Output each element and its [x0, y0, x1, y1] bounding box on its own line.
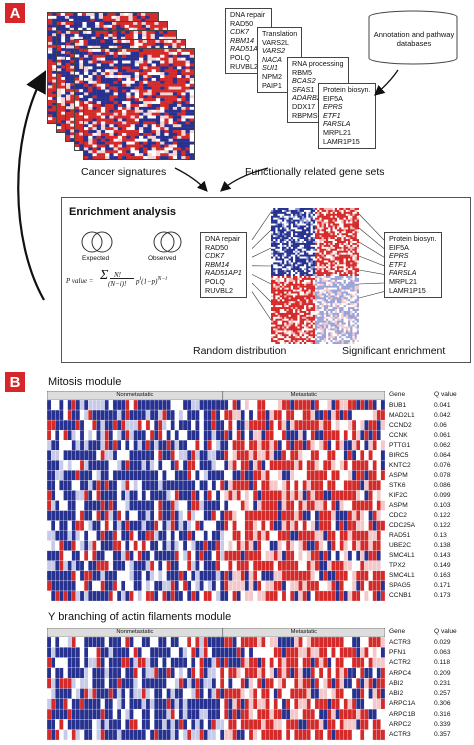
- cancer-signatures-label: Cancer signatures: [81, 166, 166, 178]
- q-value: 0.103: [434, 502, 451, 509]
- q-value: 0.173: [434, 592, 451, 599]
- q-value: 0.339: [434, 721, 451, 728]
- q-value: 0.138: [434, 542, 451, 549]
- feedback-arrow: [0, 60, 70, 320]
- gene-name: ARPC4: [389, 670, 411, 677]
- actin-module-title: Y branching of actin filaments module: [48, 611, 231, 623]
- q-value: 0.118: [434, 659, 450, 666]
- panel-b-label: B: [5, 372, 25, 392]
- q-value: 0.042: [434, 412, 451, 419]
- q-value: 0.122: [434, 522, 451, 529]
- q-value: 0.13: [434, 532, 447, 539]
- gene-name: ARPC1B: [389, 711, 415, 718]
- group-label-nonmetastatic: Nonmetastatic: [47, 391, 223, 400]
- gene-name: UBE2C: [389, 542, 411, 549]
- col-header-gene: Gene: [389, 391, 405, 398]
- gene-name: CCNK: [389, 432, 408, 439]
- q-value: 0.122: [434, 512, 451, 519]
- gene-name: STK6: [389, 482, 406, 489]
- gene-name: CDC25A: [389, 522, 415, 529]
- q-value: 0.064: [434, 452, 451, 459]
- gene-name: ASPM: [389, 502, 408, 509]
- q-value: 0.041: [434, 402, 451, 409]
- q-value: 0.063: [434, 649, 451, 656]
- gene-name: KIF2C: [389, 492, 408, 499]
- q-value: 0.143: [434, 552, 451, 559]
- significant-enrichment-label: Significant enrichment: [342, 345, 445, 357]
- col-header-q-value: Q value: [434, 391, 457, 398]
- gene-name: ARPC2: [389, 721, 411, 728]
- gene-name: SMC4L1: [389, 552, 415, 559]
- q-value: 0.306: [434, 700, 451, 707]
- q-value: 0.257: [434, 690, 451, 697]
- doc-gene: RUVBL2: [205, 287, 242, 296]
- gene-name: ACTR2: [389, 659, 411, 666]
- q-value: 0.171: [434, 582, 451, 589]
- gene-name: ABI2: [389, 680, 403, 687]
- mitosis-gene-table: Gene Q value BUB1 0.041 MAD2L1 0.042 CCND2 0.06…: [389, 391, 471, 601]
- q-value: 0.149: [434, 562, 451, 569]
- gene-name: SMC4L1: [389, 572, 415, 579]
- gene-name: PTTG1: [389, 442, 410, 449]
- q-value: 0.163: [434, 572, 451, 579]
- gene-name: TPX2: [389, 562, 406, 569]
- gene-name: CDC2: [389, 512, 407, 519]
- q-value: 0.06: [434, 422, 447, 429]
- q-value: 0.357: [434, 731, 451, 738]
- gene-name: RAD51: [389, 532, 410, 539]
- q-value: 0.316: [434, 711, 451, 718]
- gene-sets-label: Functionally related gene sets: [245, 166, 385, 178]
- q-value: 0.076: [434, 462, 451, 469]
- gene-name: ARPC1A: [389, 700, 415, 707]
- heatmap-grid: [47, 391, 385, 601]
- gene-name: PFN1: [389, 649, 406, 656]
- mitosis-module-title: Mitosis module: [48, 376, 121, 388]
- gene-name: ACTR3: [389, 639, 411, 646]
- group-label-metastatic: Metastatic: [223, 391, 385, 400]
- gene-name: BUB1: [389, 402, 406, 409]
- q-value: 0.029: [434, 639, 451, 646]
- q-value: 0.086: [434, 482, 451, 489]
- gene-name: KNTC2: [389, 462, 411, 469]
- col-header-gene: Gene: [389, 628, 405, 635]
- q-value: 0.099: [434, 492, 451, 499]
- doc-gene: LAMR1P15: [389, 287, 437, 296]
- heatmap-grid: [47, 628, 385, 740]
- q-value: 0.231: [434, 680, 451, 687]
- q-value: 0.078: [434, 472, 451, 479]
- q-value: 0.061: [434, 432, 451, 439]
- gene-name: CCNB1: [389, 592, 411, 599]
- gene-name: MAD2L1: [389, 412, 415, 419]
- col-header-q-value: Q value: [434, 628, 457, 635]
- group-label-metastatic: Metastatic: [223, 628, 385, 637]
- gene-name: ASPM: [389, 472, 408, 479]
- gene-name: ABI2: [389, 690, 403, 697]
- enrichment-analysis-box: Enrichment analysis Expected Observed P …: [61, 197, 471, 363]
- q-value: 0.209: [434, 670, 451, 677]
- q-value: 0.062: [434, 442, 451, 449]
- gene-name: SPAG5: [389, 582, 411, 589]
- actin-gene-table: Gene Q value ACTR3 0.029 PFN1 0.063 ACTR2 0.118…: [389, 628, 471, 740]
- gene-name: ACTR3: [389, 731, 411, 738]
- gene-name: CCND2: [389, 422, 412, 429]
- group-label-nonmetastatic: Nonmetastatic: [47, 628, 223, 637]
- random-distribution-label: Random distribution: [193, 345, 286, 357]
- gene-name: BIRC5: [389, 452, 408, 459]
- arrow-database-to-docs: [0, 0, 474, 200]
